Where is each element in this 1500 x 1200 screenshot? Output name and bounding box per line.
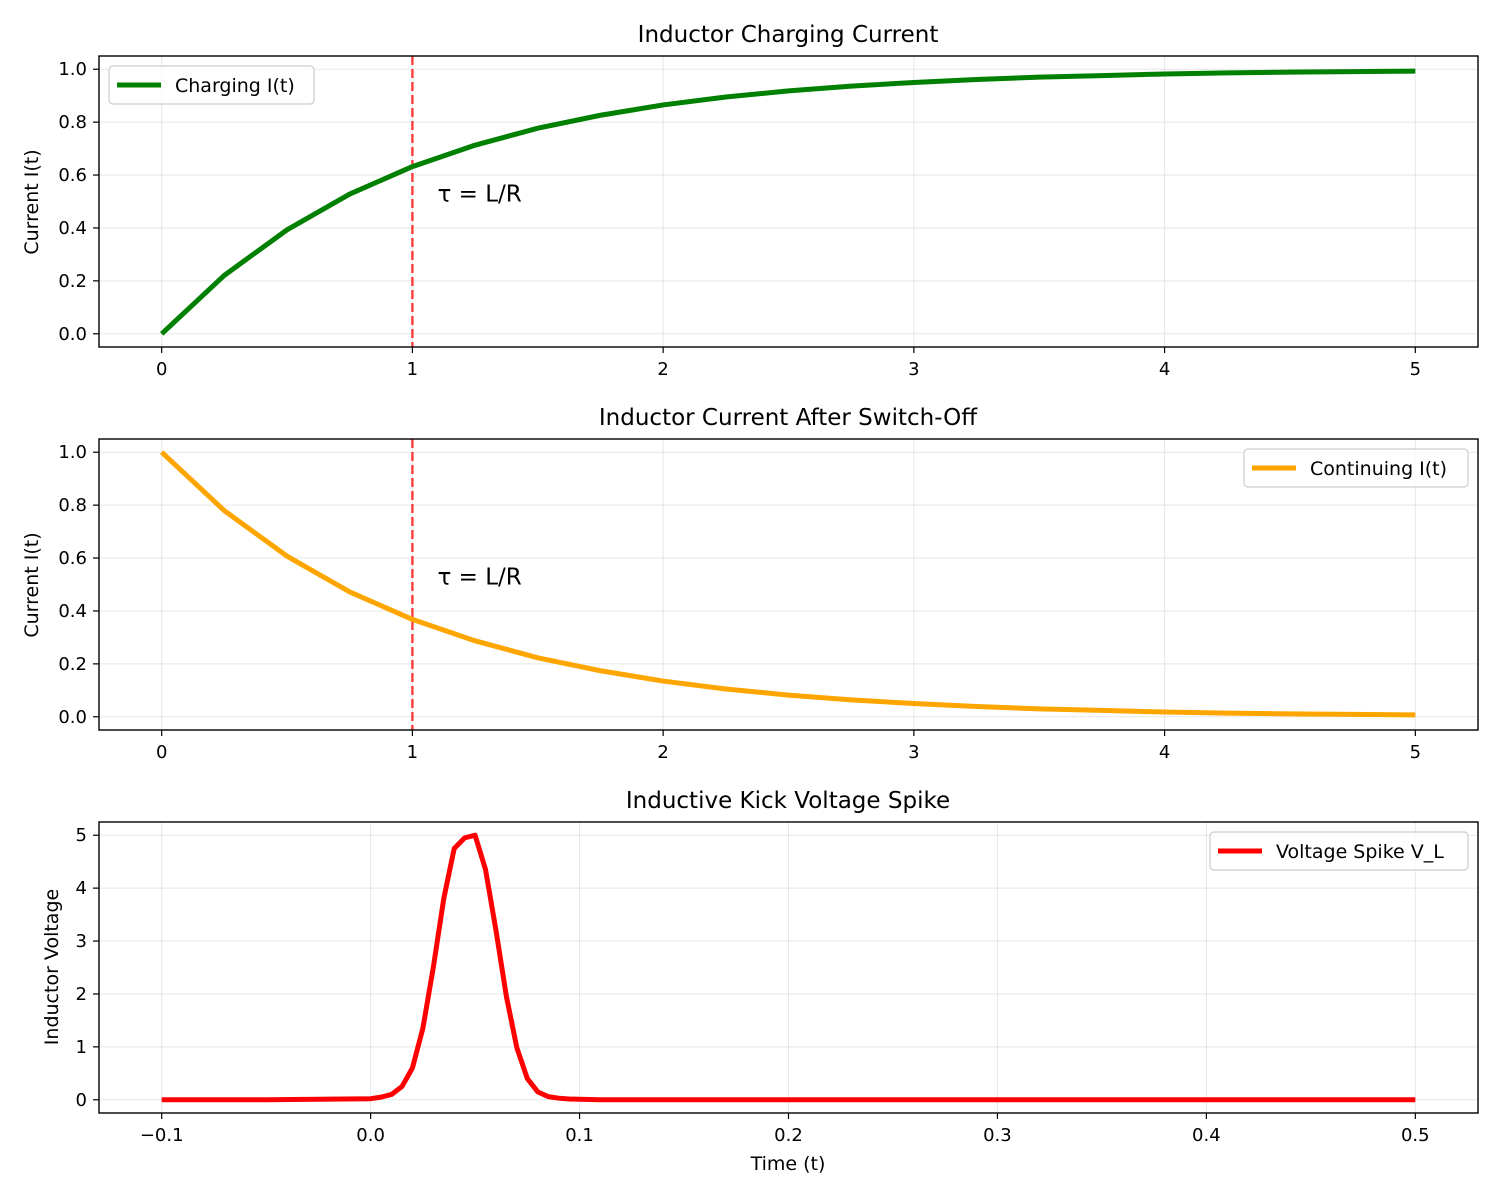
plot-frame (98, 438, 1479, 731)
y-axis-label: Current I(t) (21, 532, 43, 637)
x-tick-label: 0.5 (1401, 1125, 1430, 1146)
x-tick-label: 0.0 (356, 1125, 385, 1146)
y-tick-label: 5 (76, 825, 87, 846)
y-tick-label: 0.0 (58, 324, 87, 345)
y-tick-label: 0.0 (58, 707, 87, 728)
y-tick-label: 1.0 (58, 59, 87, 80)
tau-annotation: τ = L/R (437, 565, 521, 591)
x-tick-label: 5 (1410, 742, 1421, 763)
y-axis-label: Inductor Voltage (41, 889, 63, 1045)
y-tick-label: 1.0 (58, 442, 87, 463)
chart-title: Inductor Current After Switch-Off (599, 405, 978, 431)
legend-label: Voltage Spike V_L (1276, 841, 1444, 863)
legend: Voltage Spike V_L (1209, 831, 1469, 871)
chart-title: Inductor Charging Current (638, 22, 939, 48)
chart-voltage-spike: Inductive Kick Voltage Spike Inductor Vo… (41, 788, 1479, 1175)
x-tick-label: 1 (407, 359, 418, 380)
x-tick-label: 0.4 (1192, 1125, 1221, 1146)
x-tick-label: 0.2 (774, 1125, 803, 1146)
y-tick-label: 0.8 (58, 495, 87, 516)
x-tick-label: 2 (657, 742, 668, 763)
legend-box (1243, 448, 1469, 488)
y-tick-label: 0.2 (58, 271, 87, 292)
legend-label: Charging I(t) (175, 75, 295, 97)
tau-annotation: τ = L/R (437, 182, 521, 208)
y-tick-label: 2 (76, 984, 87, 1005)
y-tick-label: 0 (76, 1090, 87, 1111)
y-tick-label: 0.4 (58, 218, 87, 239)
y-tick-label: 0.4 (58, 601, 87, 622)
y-tick-label: 0.6 (58, 165, 87, 186)
x-tick-label: 4 (1159, 742, 1170, 763)
x-tick-label: 0 (156, 742, 167, 763)
x-tick-label: 0 (156, 359, 167, 380)
y-tick-label: 3 (76, 931, 87, 952)
series-line (161, 832, 1416, 1103)
x-axis-label: Time (t) (750, 1153, 826, 1175)
x-tick-label: 0.3 (983, 1125, 1012, 1146)
y-tick-label: 1 (76, 1037, 87, 1058)
legend: Charging I(t) (108, 65, 315, 105)
chart-current-after-switch-off: Inductor Current After Switch-Off Curren… (21, 405, 1479, 763)
series-line (159, 450, 1416, 718)
legend: Continuing I(t) (1243, 448, 1469, 488)
plot-frame (98, 821, 1479, 1114)
x-tick-label: 5 (1410, 359, 1421, 380)
x-tick-label: 2 (657, 359, 668, 380)
y-tick-label: 0.8 (58, 112, 87, 133)
chart-charging-current: Inductor Charging Current Current I(t) 0… (21, 22, 1479, 380)
series-line (159, 68, 1416, 336)
x-tick-label: 1 (407, 742, 418, 763)
y-axis-label: Current I(t) (21, 149, 43, 254)
x-tick-label: 3 (908, 742, 919, 763)
y-tick-label: 0.2 (58, 654, 87, 675)
x-tick-label: −0.1 (140, 1125, 184, 1146)
chart-title: Inductive Kick Voltage Spike (626, 788, 950, 814)
legend-box (1209, 831, 1469, 871)
x-tick-label: 3 (908, 359, 919, 380)
plot-frame (98, 55, 1479, 348)
legend-label: Continuing I(t) (1310, 458, 1447, 480)
x-tick-label: 4 (1159, 359, 1170, 380)
x-tick-label: 0.1 (565, 1125, 594, 1146)
y-tick-label: 4 (76, 878, 87, 899)
legend-box (108, 65, 315, 105)
y-tick-label: 0.6 (58, 548, 87, 569)
